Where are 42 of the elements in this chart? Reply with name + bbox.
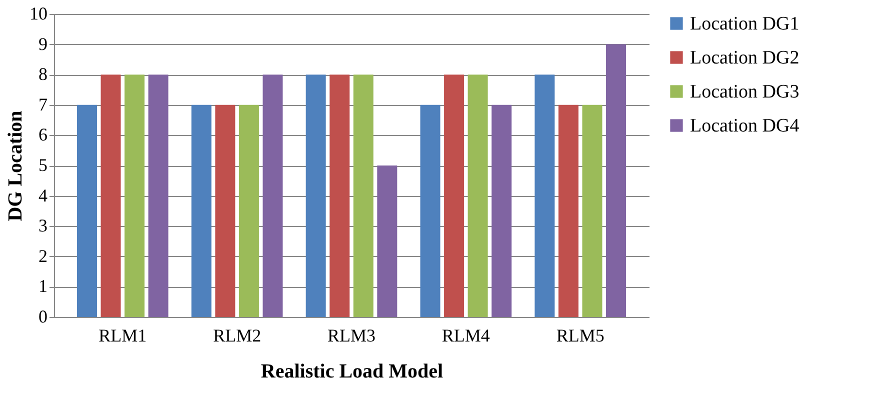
y-tick-label: 3 <box>38 216 48 236</box>
legend-label: Location DG1 <box>690 14 800 34</box>
legend-label: Location DG2 <box>690 48 800 68</box>
x-tick-label: RLM2 <box>213 326 262 346</box>
bar <box>191 104 212 317</box>
bar <box>148 74 168 317</box>
x-axis-title: Realistic Load Model <box>260 360 444 382</box>
bar <box>468 74 488 317</box>
y-tick-label: 6 <box>38 124 48 145</box>
bar <box>420 104 440 317</box>
bar <box>306 74 326 317</box>
bar <box>534 74 555 317</box>
bar <box>377 166 398 317</box>
bar <box>558 104 578 317</box>
bar <box>215 104 236 317</box>
bar <box>100 74 121 317</box>
x-tick-label: RLM5 <box>556 326 604 346</box>
y-tick-label: 7 <box>38 94 48 114</box>
bar <box>76 104 97 317</box>
bar <box>124 74 145 317</box>
y-tick-label: 9 <box>38 34 48 54</box>
x-tick-label: RLM4 <box>442 326 490 346</box>
bar <box>353 74 374 317</box>
bar <box>238 104 259 317</box>
y-tick-label: 2 <box>38 246 48 266</box>
x-tick-label: RLM1 <box>98 326 147 346</box>
y-axis-title: DG Location <box>4 110 26 222</box>
y-tick-label: 1 <box>38 276 48 296</box>
bar <box>262 74 283 317</box>
bar <box>330 74 350 317</box>
bar <box>444 74 464 317</box>
y-tick-label: 0 <box>38 306 48 326</box>
y-tick-label: 5 <box>38 155 48 175</box>
legend-label: Location DG4 <box>690 116 800 136</box>
bar <box>606 44 626 317</box>
y-tick-label: 4 <box>38 185 48 206</box>
bar <box>582 104 602 317</box>
y-tick-label: 8 <box>38 64 48 84</box>
x-tick-label: RLM3 <box>327 326 376 346</box>
bar <box>492 104 512 317</box>
y-tick-label: 10 <box>30 4 48 24</box>
legend-label: Location DG3 <box>690 82 800 102</box>
